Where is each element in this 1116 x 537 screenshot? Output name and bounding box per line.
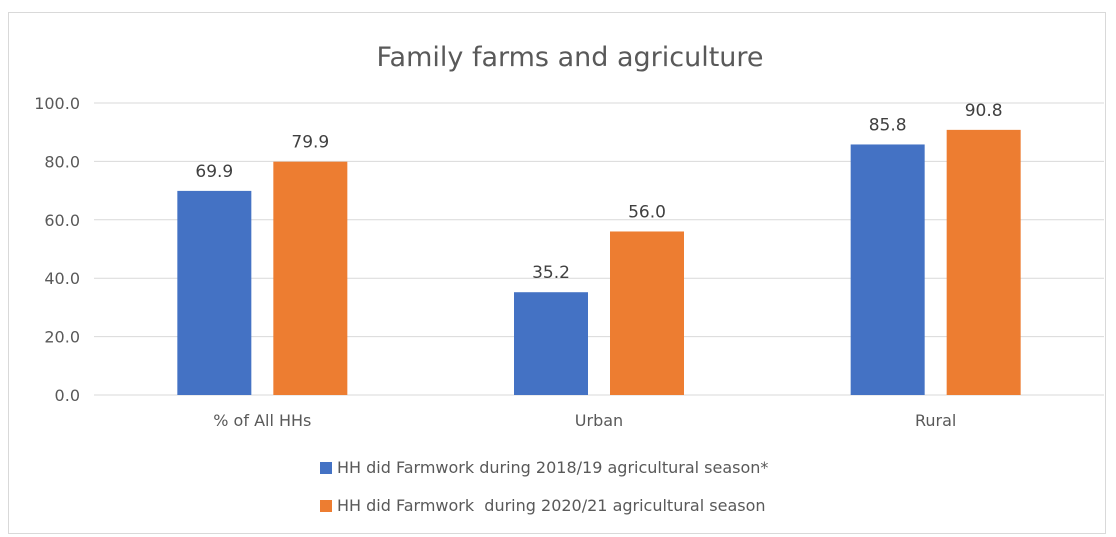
bar-2 xyxy=(273,161,348,395)
data-label: 56.0 xyxy=(628,202,666,222)
chart-area: Family farms and agriculture 0.0 20.0 40.0… xyxy=(8,12,1106,534)
y-tick-label: 100.0 xyxy=(34,94,80,113)
legend-label: HH did Farmwork during 2018/19 agricultu… xyxy=(337,458,768,477)
y-tick-label: 80.0 xyxy=(44,152,80,171)
bar-chart: Family farms and agriculture 0.0 20.0 40.0… xyxy=(34,42,1104,515)
bar-1 xyxy=(177,190,252,395)
y-tick-label: 60.0 xyxy=(44,211,80,230)
legend-label: HH did Farmwork during 2020/21 agricultu… xyxy=(337,496,766,515)
y-tick-label: 40.0 xyxy=(44,269,80,288)
legend: HH did Farmwork during 2018/19 agricultu… xyxy=(320,458,768,515)
gridlines xyxy=(94,102,1104,396)
data-label: 35.2 xyxy=(532,263,570,283)
legend-swatch xyxy=(320,500,332,512)
y-axis-tick-labels: 0.0 20.0 40.0 60.0 80.0 100.0 xyxy=(34,94,80,405)
category-label: % of All HHs xyxy=(213,411,311,430)
category-label: Urban xyxy=(575,411,623,430)
data-label: 79.9 xyxy=(291,133,329,153)
bars xyxy=(177,129,1021,395)
chart-title: Family farms and agriculture xyxy=(376,42,763,73)
legend-swatch xyxy=(320,462,332,474)
bar-1 xyxy=(850,144,925,395)
data-labels: 69.9 79.9 35.2 56.0 85.8 90.8 xyxy=(195,101,1002,283)
bar-2 xyxy=(946,129,1021,395)
category-label: Rural xyxy=(915,411,956,430)
y-tick-label: 20.0 xyxy=(44,328,80,347)
data-label: 69.9 xyxy=(195,162,233,182)
data-label: 90.8 xyxy=(965,101,1003,121)
bar-2 xyxy=(610,231,684,395)
category-labels: % of All HHs Urban Rural xyxy=(213,411,956,430)
bar-1 xyxy=(514,292,588,395)
data-label: 85.8 xyxy=(869,115,907,135)
y-tick-label: 0.0 xyxy=(55,386,80,405)
